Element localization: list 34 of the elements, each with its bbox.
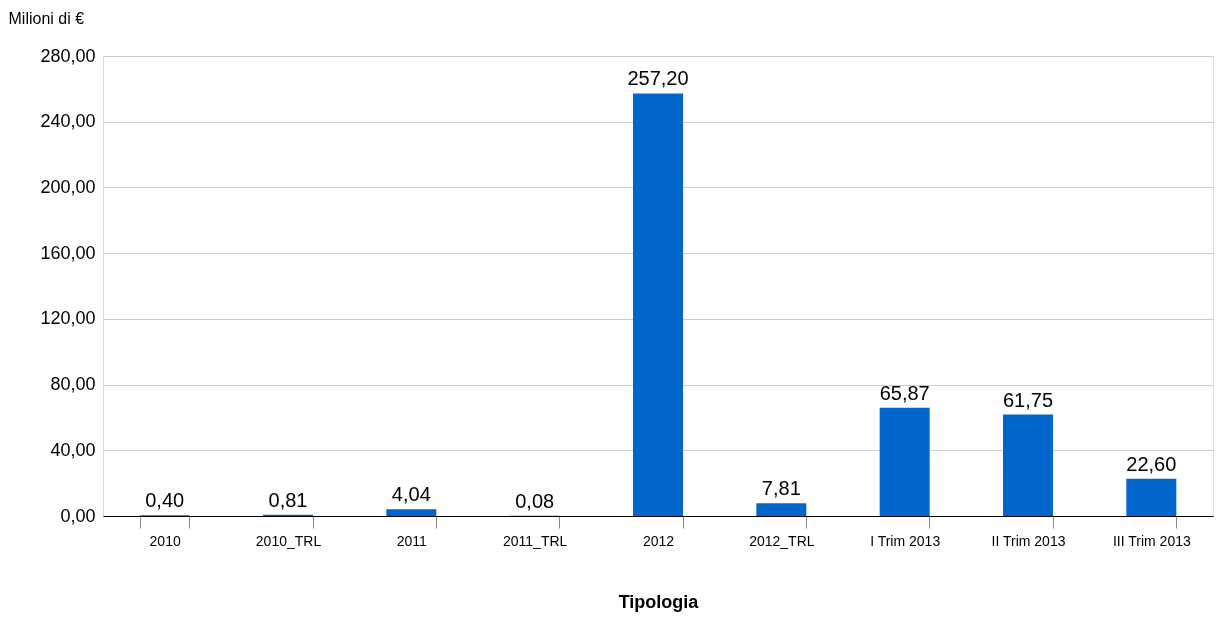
y-tick-label: 240,00 (40, 111, 96, 132)
x-tick-label: III Trim 2013 (1112, 532, 1191, 549)
data-label: 0,40 (145, 489, 185, 512)
y-tick-label: 200,00 (40, 176, 96, 197)
x-tick-label: 2010_TRL (255, 532, 322, 549)
data-label: 7,81 (761, 477, 801, 500)
y-tick-label: 40,00 (50, 439, 96, 460)
bar (1126, 478, 1177, 516)
data-label: 22,60 (1126, 452, 1177, 475)
x-axis-title: Tipologia (618, 591, 700, 612)
data-label: 257,20 (627, 67, 689, 90)
bar (633, 93, 683, 516)
bar (386, 509, 437, 516)
bar (756, 503, 807, 516)
y-tick-label: 0,00 (60, 505, 96, 526)
data-label: 61,75 (1002, 388, 1054, 411)
y-tick-label: 80,00 (50, 374, 96, 395)
data-label: 0,81 (268, 488, 308, 511)
x-tick-label: 2012_TRL (749, 532, 815, 549)
y-tick-label: 120,00 (40, 308, 96, 329)
x-tick-label: 2012 (642, 532, 675, 549)
x-tick-label: 2010 (149, 532, 181, 549)
data-label: 65,87 (879, 381, 930, 404)
y-axis-title: Milioni di € (8, 9, 85, 27)
data-label: 4,04 (391, 483, 431, 506)
x-tick-label: 2011 (396, 532, 428, 549)
y-tick-label: 280,00 (40, 45, 96, 66)
data-label: 0,08 (515, 489, 555, 512)
x-tick-label: 2011_TRL (502, 532, 568, 549)
x-tick-label: I Trim 2013 (870, 532, 941, 549)
x-tick-label: II Trim 2013 (991, 532, 1066, 549)
bar (879, 407, 930, 516)
y-tick-label: 160,00 (40, 242, 96, 263)
bar (1003, 414, 1053, 516)
